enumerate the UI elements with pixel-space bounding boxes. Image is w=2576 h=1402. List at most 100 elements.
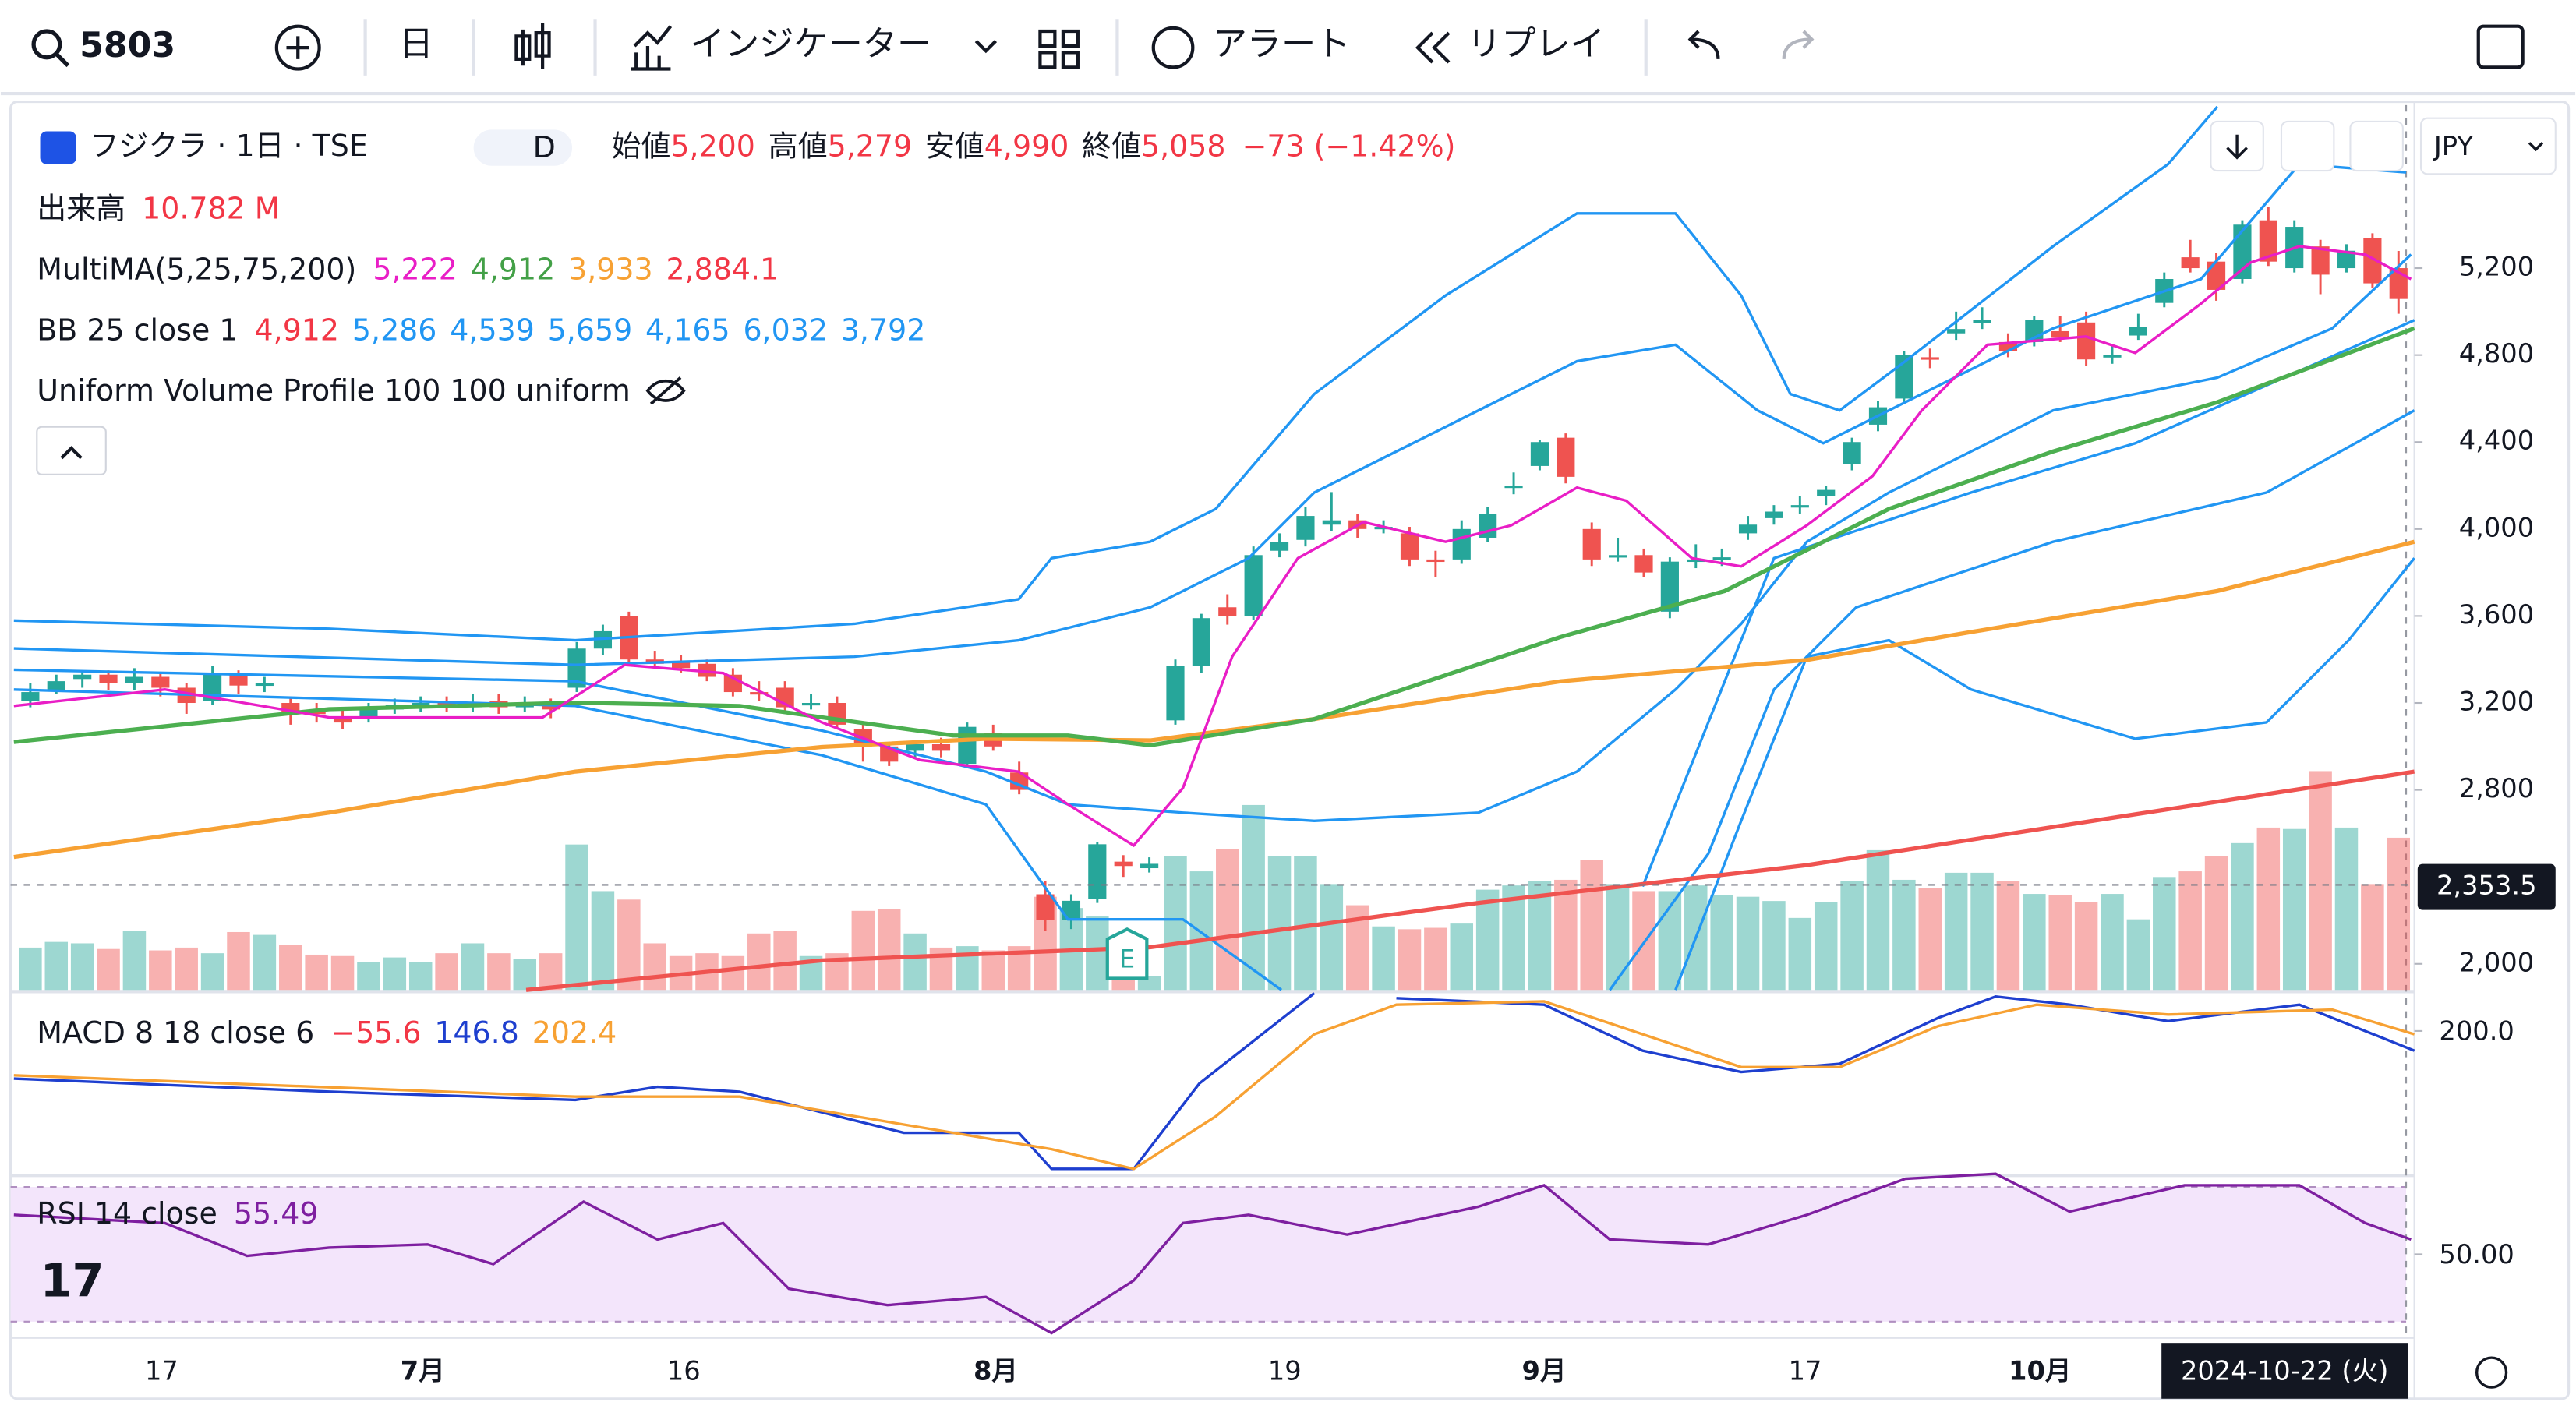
change: −73 (−1.42%)	[1242, 129, 1456, 163]
volume-value: 10.782 M	[142, 191, 280, 225]
currency-select[interactable]	[2419, 117, 2557, 175]
interval[interactable]: 日	[399, 24, 433, 64]
macd-legend: MACD 8 18 close 6 −55.6 146.8 202.4	[37, 1015, 617, 1050]
undo[interactable]	[1687, 30, 1720, 59]
volume-bar	[227, 931, 250, 991]
bb-lower-1	[1609, 409, 2415, 991]
volume-bar	[877, 909, 901, 991]
indicators-button[interactable]: インジケーター	[691, 24, 932, 64]
time-tick-label: 19	[1268, 1356, 1302, 1386]
multima-value: 2,884.1	[666, 252, 779, 286]
volume-bar	[2387, 837, 2411, 991]
candle-body	[1270, 542, 1289, 551]
volume-bar	[565, 844, 588, 991]
volume-bar	[2023, 894, 2046, 991]
time-tick-label: 16	[667, 1356, 701, 1386]
volume-bar	[643, 943, 666, 991]
chart-type-icon[interactable]	[514, 23, 551, 69]
rsi-line	[13, 1172, 2412, 1335]
macd-value: 202.4	[532, 1015, 617, 1050]
maximize-pane[interactable]	[2349, 120, 2404, 172]
volume-bar	[513, 959, 537, 991]
candle-body	[99, 674, 118, 683]
candle-body	[151, 676, 170, 688]
bb-value: 3,792	[841, 313, 926, 347]
replay-button[interactable]: リプレイ	[1467, 24, 1605, 64]
layouts-icon[interactable]	[1038, 29, 1080, 69]
redo[interactable]	[1782, 30, 1815, 59]
volume-bar	[70, 943, 94, 991]
candle-body	[47, 681, 65, 690]
volume-bar	[357, 962, 380, 991]
add-symbol[interactable]	[274, 24, 321, 71]
volume-bar	[253, 934, 277, 991]
hidden-icon[interactable]	[645, 376, 686, 405]
price-tick-label: 4,800	[2459, 338, 2534, 369]
search-icon[interactable]	[31, 29, 62, 60]
volume-bar	[487, 953, 511, 991]
last-price-label: 2,353.5	[2436, 871, 2537, 901]
candle-body	[1973, 320, 1991, 323]
earnings-letter: E	[1119, 945, 1135, 973]
collapse-pane[interactable]	[2280, 120, 2335, 172]
candle-body	[1036, 894, 1055, 920]
dropdown-caret[interactable]	[974, 40, 998, 54]
symbol[interactable]: 5803	[80, 26, 175, 65]
volume-bar	[1189, 871, 1214, 991]
indicators-icon[interactable]	[631, 25, 673, 71]
candle-body	[1738, 524, 1758, 534]
candle-body	[1140, 863, 1159, 869]
time-tick-label: 9月	[1522, 1356, 1567, 1386]
volume-bar	[1762, 901, 1786, 991]
replay-icon[interactable]	[1415, 31, 1451, 64]
bb-value: 5,659	[548, 313, 633, 347]
add-icon	[286, 36, 309, 59]
volume-bar	[617, 899, 641, 991]
ma5	[13, 245, 2412, 848]
price-tick-label: 4,400	[2459, 426, 2534, 456]
candle-body	[750, 692, 769, 695]
alert-button[interactable]: アラート	[1213, 24, 1351, 64]
candle-body	[1582, 528, 1601, 560]
settings[interactable]	[2475, 1356, 2508, 1389]
earnings-marker[interactable]	[1105, 927, 1149, 980]
candle-body	[333, 718, 352, 723]
volume-bar	[305, 954, 328, 991]
candle-body	[1400, 533, 1419, 560]
macd-signal	[13, 1000, 2415, 1171]
bb-upper-2	[13, 162, 2407, 666]
volume-bar	[1216, 849, 1239, 991]
multima-legend: MultiMA(5,25,75,200) 5,222 4,912 3,933 2,884…	[37, 252, 779, 286]
collapse-button[interactable]	[36, 426, 107, 475]
scroll-icon	[2226, 134, 2248, 160]
currency[interactable]: JPY	[2433, 131, 2474, 161]
ma75	[13, 539, 2415, 860]
candle-body	[1244, 555, 1263, 616]
volume-bar	[383, 957, 407, 991]
price-tick-label: 2,800	[2459, 773, 2534, 803]
candle-body	[1557, 437, 1575, 477]
candle-body	[1687, 559, 1705, 563]
candle-body	[229, 674, 248, 686]
candle-body	[1166, 666, 1185, 721]
macd-value: 146.8	[434, 1015, 519, 1050]
ohlc-value: 5,279	[828, 129, 913, 163]
collapse-icon	[60, 446, 83, 460]
volume-bar	[773, 931, 797, 991]
candle-body	[672, 661, 691, 669]
volume-bar	[1944, 872, 1968, 991]
candle-body	[906, 744, 924, 751]
volume-bar	[2178, 871, 2202, 991]
volume-bar	[1892, 879, 1916, 991]
bb-value: 4,165	[645, 313, 730, 347]
volume-bar	[330, 955, 355, 991]
time-tick-label: 10月	[2009, 1356, 2072, 1386]
fullscreen[interactable]	[2476, 24, 2525, 69]
volume-bar	[1450, 923, 1474, 991]
candle-body	[931, 744, 951, 751]
candle-body	[958, 726, 977, 765]
volume-bar	[1398, 929, 1422, 991]
alert-icon[interactable]	[1151, 26, 1195, 69]
volume-bar	[44, 941, 69, 991]
volume-bar	[2126, 919, 2150, 991]
